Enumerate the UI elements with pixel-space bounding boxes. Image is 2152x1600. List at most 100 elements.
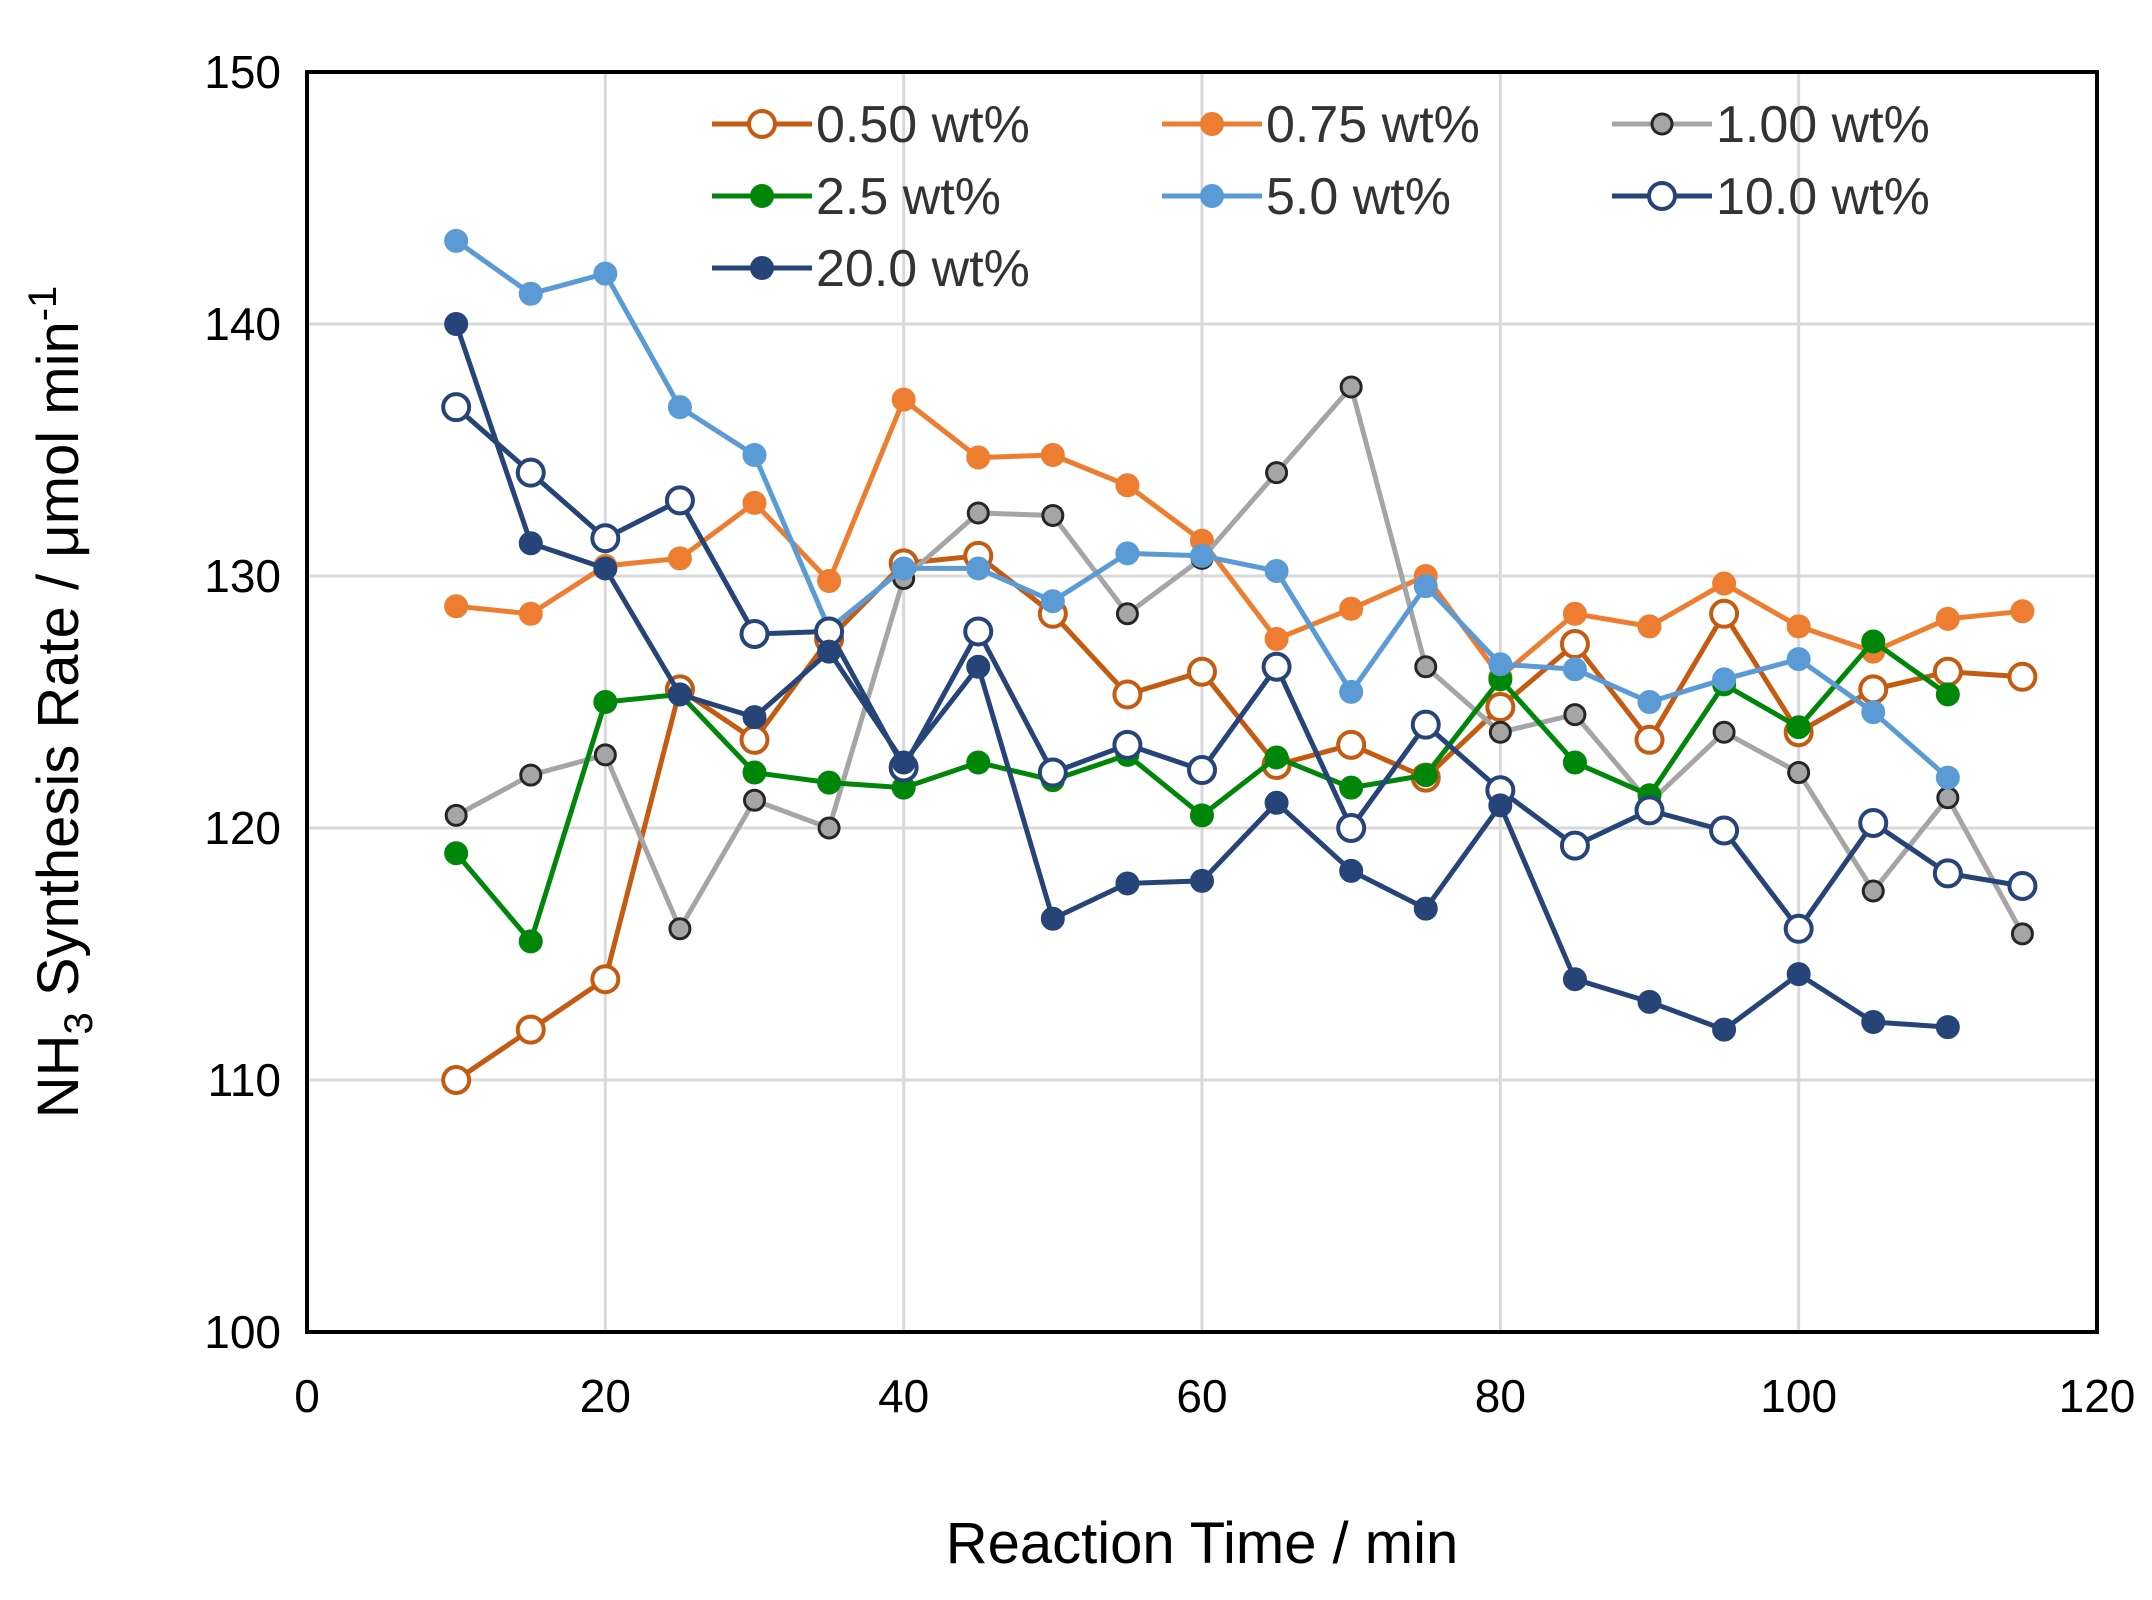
y-axis-title-rest: Synthesis Rate / μmol min [26,321,91,1012]
data-point [817,816,841,840]
data-point [966,654,991,679]
data-point [1187,755,1217,786]
data-point [1414,655,1438,679]
series-20.0 wt% [444,312,1960,1042]
data-point [667,395,692,420]
data-point [817,639,842,664]
legend-item: 5.0 wt% [1162,168,1451,226]
series-5.0 wt% [444,228,1960,790]
legend-marker [1200,112,1224,136]
data-point [742,760,767,785]
data-point [590,964,621,995]
series-line [455,384,2025,936]
y-tick-label: 150 [204,46,281,98]
legend-item: 2.5 wt% [712,168,1001,226]
data-point [891,556,916,581]
data-point [1562,750,1587,775]
data-point [963,616,994,647]
data-point [667,546,692,571]
legend-item: 10.0 wt% [1612,168,1930,226]
data-point [1712,720,1736,744]
data-point [1932,656,1963,687]
data-point [1786,647,1811,672]
data-point [966,556,991,581]
data-point [1932,858,1963,889]
y-axis-title-superscript: -1 [21,286,65,322]
data-point [1115,871,1140,896]
data-point [1339,775,1364,800]
data-point [1336,729,1367,760]
data-point [1935,765,1960,790]
data-point [1786,614,1811,639]
data-point [1410,709,1441,740]
data-point [1040,443,1065,468]
series-2.5 wt% [444,629,1960,954]
data-point [1861,879,1885,903]
data-point [1559,830,1590,861]
y-tick-label: 120 [204,802,281,854]
data-point [444,228,469,253]
data-point [1339,858,1364,883]
data-point [1488,652,1513,677]
data-point [1040,906,1065,931]
y-tick-label: 140 [204,298,281,350]
data-point [1861,1010,1886,1035]
series-line [454,405,2023,932]
tick-labels: 0 20 40 60 80 100 120 100 110 120 130 140 150 [204,46,2135,1422]
legend-item: 0.50 wt% [712,96,1030,154]
data-point [742,705,767,730]
legend-item: 1.00 wt% [1612,96,1930,154]
data-point [1562,657,1587,682]
data-point [1413,896,1438,921]
data-point [1264,627,1289,651]
data-point [1712,1017,1737,1042]
data-point [1115,473,1140,498]
data-point [1339,375,1363,399]
series-line [455,397,2023,680]
data-point [2010,922,2034,946]
data-point [1264,558,1289,583]
legend-label: 5.0 wt% [1266,168,1451,226]
data-point [593,743,617,767]
data-point [1264,745,1289,770]
data-point [590,523,621,554]
data-point [1712,667,1737,692]
data-point [1637,690,1662,714]
data-point [593,690,618,714]
x-tick-label: 120 [2059,1370,2136,1422]
data-point [1861,700,1886,725]
data-point [1112,679,1143,710]
data-point [1339,679,1364,704]
data-point [519,763,543,787]
x-tick-label: 40 [878,1370,929,1422]
data-point [2007,661,2038,692]
data-point [1936,786,1960,810]
data-point [1190,803,1214,828]
data-point [1037,757,1068,788]
legend: 0.50 wt% 0.75 wt% 1.00 wt% 2.5 wt% 5.0 wt% 10… [712,96,1930,298]
data-point [2007,870,2038,901]
x-axis-title: Reaction Time / min [946,1511,1459,1576]
legend-label: 1.00 wt% [1716,96,1930,154]
data-point [1786,962,1811,987]
data-point [441,1065,472,1095]
x-tick-label: 100 [1760,1370,1837,1422]
data-point [1858,807,1889,838]
data-point [1637,614,1662,639]
data-point [1485,692,1516,723]
legend-label: 0.75 wt% [1266,96,1480,154]
data-point [1709,815,1740,846]
x-tick-label: 20 [580,1370,631,1422]
data-point [518,601,543,626]
legend-marker [1647,181,1677,211]
data-point [1336,813,1367,843]
data-point [742,490,767,515]
data-point [515,457,546,488]
data-point [1637,989,1662,1014]
data-point [891,750,916,775]
data-point [664,485,695,516]
data-point [1488,720,1512,744]
data-point [444,594,469,619]
